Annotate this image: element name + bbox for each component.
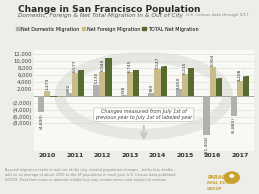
Bar	[66, 93, 72, 96]
Text: 8,067: 8,067	[189, 55, 193, 67]
Text: 10,884: 10,884	[106, 42, 111, 57]
Text: 318: 318	[122, 86, 126, 94]
Bar	[231, 96, 237, 116]
Text: 7,319: 7,319	[79, 57, 83, 70]
Text: 1,479: 1,479	[45, 78, 49, 90]
Bar	[176, 89, 182, 96]
Text: Domestic, Foreign & Net Total Migration In & Out of City: Domestic, Foreign & Net Total Migration …	[18, 13, 183, 18]
Text: 8,410: 8,410	[162, 54, 166, 66]
Bar	[237, 81, 243, 96]
Bar	[99, 72, 105, 96]
Legend: Net Domestic Migration, Net Foreign Migration, TOTAL Net Migration: Net Domestic Migration, Net Foreign Migr…	[14, 25, 200, 34]
Text: 1,850: 1,850	[177, 76, 181, 89]
Text: 7,547: 7,547	[155, 56, 160, 69]
Text: (5,885): (5,885)	[232, 117, 236, 133]
Bar	[182, 74, 188, 96]
Bar	[243, 76, 249, 96]
Bar	[210, 67, 215, 96]
Text: 6,745: 6,745	[128, 59, 132, 72]
Bar	[148, 93, 154, 96]
Text: 6,577: 6,577	[73, 60, 77, 72]
Bar	[78, 70, 84, 96]
Text: PARAGON: PARAGON	[207, 175, 234, 180]
Bar	[51, 96, 56, 97]
Text: U.S. Census data through 5/17: U.S. Census data through 5/17	[186, 13, 249, 17]
Text: 802: 802	[67, 84, 71, 92]
Bar	[105, 58, 112, 96]
Text: 5,555: 5,555	[244, 63, 248, 76]
Text: 8,304: 8,304	[211, 54, 214, 66]
Text: 760: 760	[149, 84, 153, 93]
Bar	[215, 78, 222, 96]
Text: (11,304): (11,304)	[205, 135, 208, 154]
Bar	[72, 73, 78, 96]
Bar	[133, 70, 139, 96]
Bar	[38, 96, 44, 112]
Bar	[93, 85, 99, 96]
Bar	[121, 94, 127, 96]
Bar	[161, 66, 167, 96]
Bar	[154, 69, 161, 96]
Text: Beyond migration totals in and out of the city, natural population changes - bir: Beyond migration totals in and out of th…	[5, 168, 176, 182]
Text: 4,208: 4,208	[238, 68, 242, 81]
Text: 5,019: 5,019	[217, 65, 221, 78]
Text: -321: -321	[52, 86, 55, 96]
Text: REAL ESTATE: REAL ESTATE	[207, 181, 235, 185]
Bar	[127, 72, 133, 96]
Text: 6,940: 6,940	[100, 59, 104, 71]
Bar	[44, 91, 51, 96]
Text: (4,800): (4,800)	[39, 113, 43, 129]
Bar	[188, 68, 194, 96]
Text: Change in San Francisco Population: Change in San Francisco Population	[18, 5, 201, 14]
Text: 6,215: 6,215	[183, 61, 187, 74]
Text: GROUP: GROUP	[207, 187, 223, 191]
Text: 3,130: 3,130	[95, 72, 98, 84]
Text: Changes measured from July 1st of
previous year to July 1st of labeled year: Changes measured from July 1st of previo…	[95, 109, 192, 120]
Text: 7,473: 7,473	[134, 57, 138, 69]
Bar	[204, 96, 210, 135]
